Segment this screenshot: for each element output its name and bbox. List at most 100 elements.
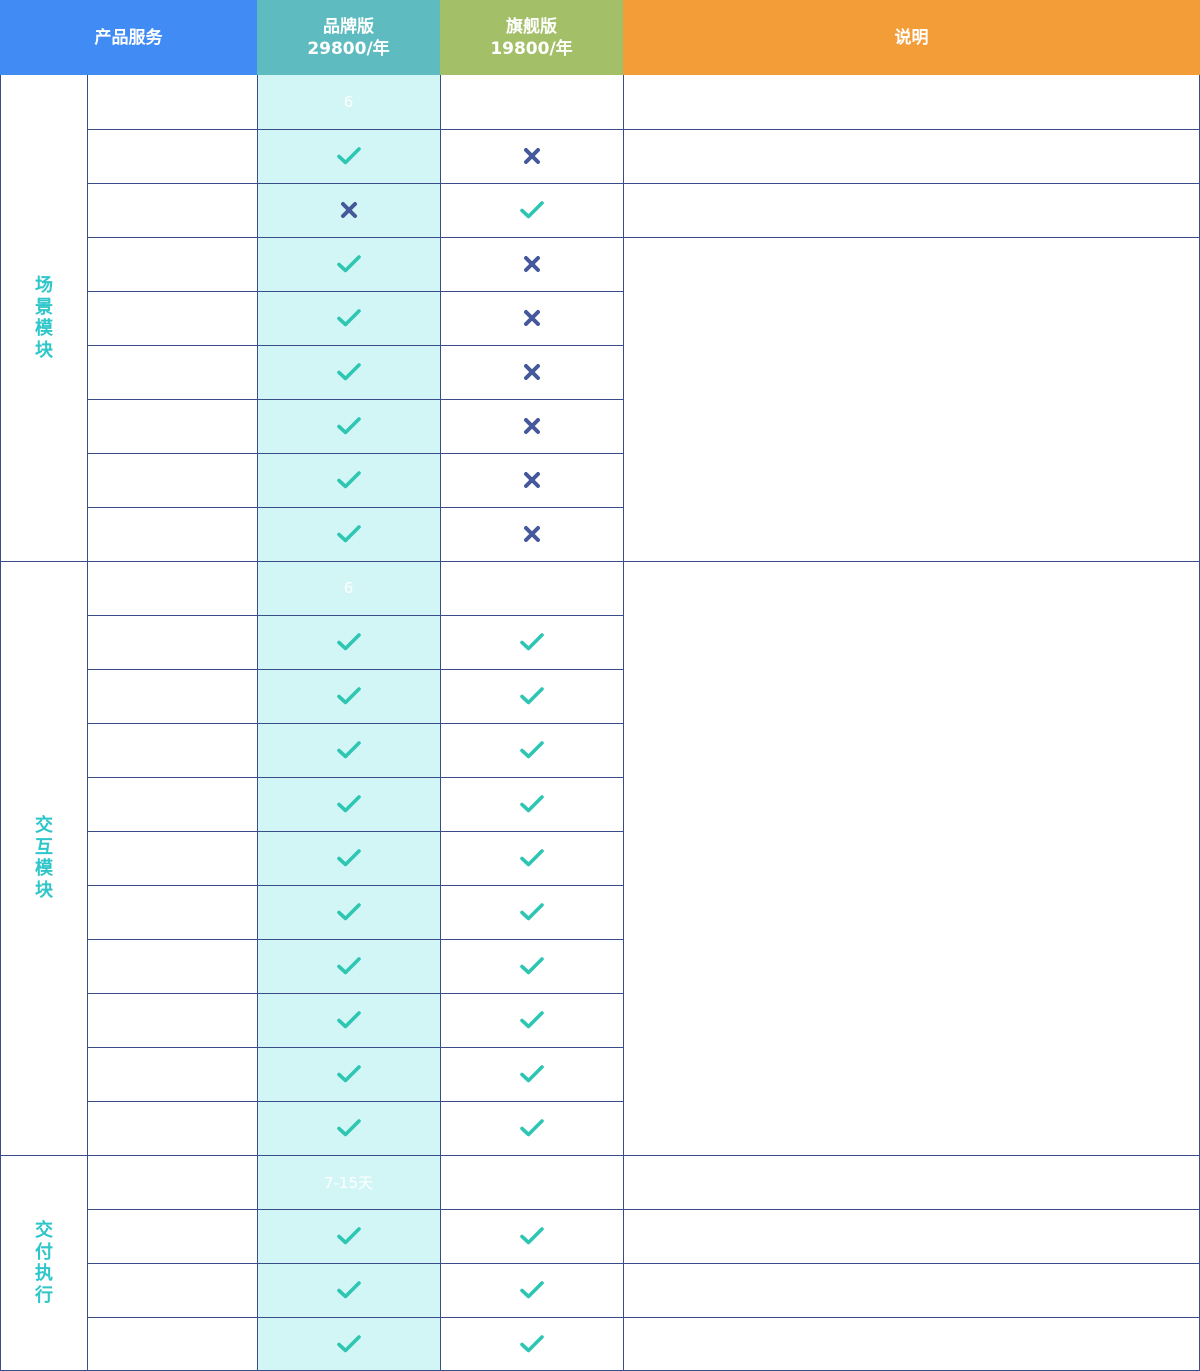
row-3-2-flagship-cell (440, 1209, 623, 1263)
check-icon (519, 740, 544, 760)
grid-hline-13 (87, 777, 624, 778)
row-3-3-brand-cell (257, 1263, 440, 1317)
check-icon (519, 1064, 544, 1084)
group-label-3: 交付执行 (1, 1155, 87, 1371)
row-2-2-brand-cell (257, 615, 440, 669)
row-3-1-brand-cell: 7-15天 (257, 1155, 440, 1209)
row-1-6-brand-cell (257, 345, 440, 399)
row-1-5-brand-cell (257, 291, 440, 345)
row-2-9-brand-cell (257, 993, 440, 1047)
grid-hline-18 (87, 1047, 624, 1048)
row-1-9-brand-cell (257, 507, 440, 561)
row-1-3-flagship-cell (440, 183, 623, 237)
cell-value: 6 (343, 93, 354, 111)
check-icon (519, 1010, 544, 1030)
check-icon (519, 1118, 544, 1138)
row-1-2-brand-cell (257, 129, 440, 183)
check-icon (336, 848, 361, 868)
grid-hline-12 (87, 723, 624, 724)
row-2-7-flagship-cell (440, 885, 623, 939)
row-2-10-brand-cell (257, 1047, 440, 1101)
header-brand-edition: 品牌版 29800/年 (257, 0, 440, 75)
row-1-5-flagship-cell (440, 291, 623, 345)
row-1-8-brand-cell (257, 453, 440, 507)
row-2-3-brand-cell (257, 669, 440, 723)
cross-icon (523, 417, 541, 435)
check-icon (336, 632, 361, 652)
row-2-1-brand-cell: 6 (257, 561, 440, 615)
check-icon (336, 1280, 361, 1300)
cross-icon (523, 255, 541, 273)
row-2-5-flagship-cell (440, 777, 623, 831)
check-icon (519, 1280, 544, 1300)
check-icon (336, 1118, 361, 1138)
grid-hline-6 (87, 399, 624, 400)
row-2-8-brand-cell (257, 939, 440, 993)
check-icon (336, 740, 361, 760)
row-1-2-flagship-cell (440, 129, 623, 183)
check-icon (519, 902, 544, 922)
grid-hline-21 (87, 1209, 1200, 1210)
group-label-text: 场景模块 (35, 275, 53, 361)
row-1-1-brand-cell: 6 (257, 75, 440, 129)
row-3-1-flagship-cell (440, 1155, 623, 1209)
row-2-7-brand-cell (257, 885, 440, 939)
row-3-3-flagship-cell (440, 1263, 623, 1317)
group-label-text: 交互模块 (35, 815, 53, 901)
row-3-4-brand-cell (257, 1317, 440, 1371)
row-2-10-flagship-cell (440, 1047, 623, 1101)
check-icon (336, 254, 361, 274)
check-icon (336, 686, 361, 706)
check-icon (336, 416, 361, 436)
check-icon (519, 848, 544, 868)
header-product-service: 产品服务 (0, 0, 257, 75)
grid-vline-1 (0, 75, 1, 1371)
header-note: 说明 (623, 0, 1200, 75)
grid-hline-3 (87, 237, 1200, 238)
row-2-6-flagship-cell (440, 831, 623, 885)
row-1-1-flagship-cell (440, 75, 623, 129)
row-1-4-flagship-cell (440, 237, 623, 291)
row-2-3-flagship-cell (440, 669, 623, 723)
check-icon (519, 200, 544, 220)
row-1-9-flagship-cell (440, 507, 623, 561)
check-icon (336, 146, 361, 166)
cross-icon (523, 525, 541, 543)
check-icon (519, 1334, 544, 1354)
grid-hline-8 (87, 507, 624, 508)
check-icon (336, 470, 361, 490)
row-1-7-brand-cell (257, 399, 440, 453)
check-icon (519, 686, 544, 706)
check-icon (519, 1226, 544, 1246)
cell-value: 7-15天 (323, 1173, 374, 1192)
header-flagship-edition: 旗舰版 19800/年 (440, 0, 623, 75)
check-icon (336, 1010, 361, 1030)
cross-icon (523, 309, 541, 327)
cross-icon (523, 471, 541, 489)
header-brand-name: 品牌版 (323, 16, 374, 37)
header-product-service-label: 产品服务 (94, 27, 163, 48)
grid-hline-17 (87, 993, 624, 994)
grid-hline-19 (87, 1101, 624, 1102)
row-1-7-flagship-cell (440, 399, 623, 453)
cell-value: 6 (343, 579, 354, 597)
row-3-4-flagship-cell (440, 1317, 623, 1371)
check-icon (519, 632, 544, 652)
grid-hline-14 (87, 831, 624, 832)
row-2-6-brand-cell (257, 831, 440, 885)
cross-icon (523, 363, 541, 381)
row-2-1-flagship-cell (440, 561, 623, 615)
grid-hline-11 (87, 669, 624, 670)
check-icon (336, 956, 361, 976)
header-note-label: 说明 (894, 27, 929, 48)
grid-hline-15 (87, 885, 624, 886)
row-1-4-brand-cell (257, 237, 440, 291)
check-icon (336, 902, 361, 922)
check-icon (336, 524, 361, 544)
grid-hline-22 (87, 1263, 1200, 1264)
header-flagship-name: 旗舰版 (506, 16, 557, 37)
check-icon (336, 794, 361, 814)
row-2-4-flagship-cell (440, 723, 623, 777)
grid-hline-23 (87, 1317, 1200, 1318)
